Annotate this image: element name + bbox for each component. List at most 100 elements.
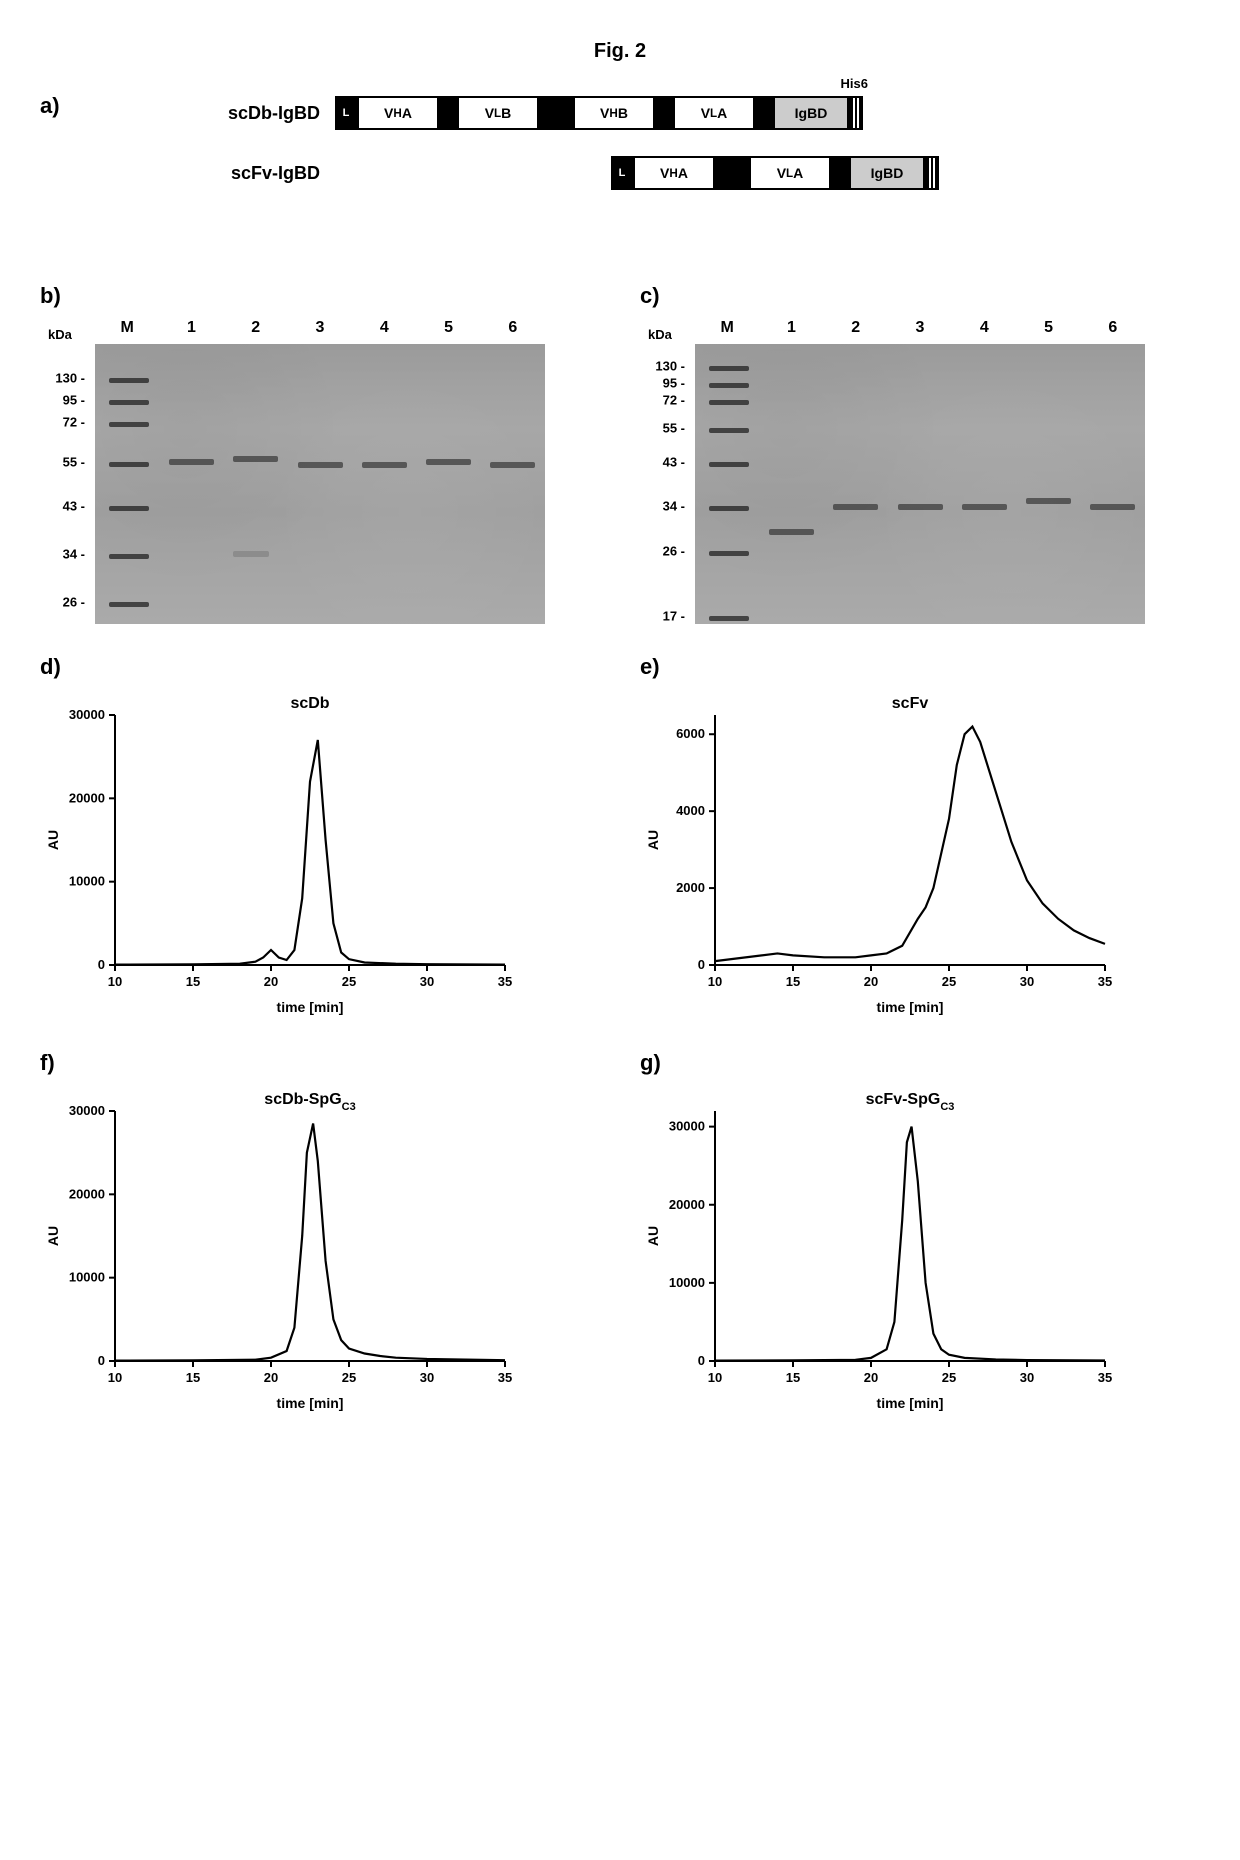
marker-band xyxy=(109,462,150,467)
marker-band xyxy=(109,554,150,559)
marker-label: 72 - xyxy=(663,393,685,408)
gel-band xyxy=(233,551,269,557)
construct-block: VHB xyxy=(573,96,655,130)
x-tick-label: 15 xyxy=(786,1370,800,1385)
x-axis-label: time [min] xyxy=(277,1395,344,1411)
marker-label: 72 - xyxy=(63,415,85,430)
construct-block: VLB xyxy=(457,96,539,130)
construct-label: scFv-IgBD xyxy=(160,163,335,184)
construct-block xyxy=(439,96,457,130)
x-tick-label: 20 xyxy=(264,974,278,989)
x-tick-label: 25 xyxy=(342,974,356,989)
lane-label: 1 xyxy=(759,319,823,337)
y-tick-label: 6000 xyxy=(676,726,705,741)
gel-band xyxy=(298,462,343,468)
marker-label: 17 - xyxy=(663,608,685,623)
y-tick-label: 30000 xyxy=(69,1103,105,1118)
x-tick-label: 10 xyxy=(708,1370,722,1385)
marker-label: 34 - xyxy=(663,499,685,514)
construct-diagram: His6LVHAVLBVHBVLAIgBD xyxy=(335,96,863,130)
chart-container: scFv-SpGC31015202530350100002000030000ti… xyxy=(640,1086,1120,1416)
construct-block: IgBD xyxy=(773,96,849,130)
x-tick-label: 20 xyxy=(864,974,878,989)
gel-band xyxy=(898,504,943,510)
x-tick-label: 20 xyxy=(264,1370,278,1385)
lane-label: 3 xyxy=(888,319,952,337)
marker-label: 34 - xyxy=(63,547,85,562)
marker-band xyxy=(709,462,750,467)
x-tick-label: 15 xyxy=(786,974,800,989)
construct-block xyxy=(849,96,863,130)
x-tick-label: 10 xyxy=(108,974,122,989)
lane-label: 1 xyxy=(159,319,223,337)
marker-band xyxy=(709,400,750,405)
chart-container: scDb1015202530350100002000030000time [mi… xyxy=(40,690,520,1020)
lane-label: M xyxy=(695,319,759,337)
construct-block: L xyxy=(611,156,633,190)
marker-band xyxy=(709,551,750,556)
marker-band xyxy=(709,428,750,433)
marker-band xyxy=(109,400,150,405)
gel-band xyxy=(1026,498,1071,504)
x-tick-label: 25 xyxy=(342,1370,356,1385)
chart-f: scDb-SpGC31015202530350100002000030000ti… xyxy=(40,1086,520,1416)
x-tick-label: 30 xyxy=(420,1370,434,1385)
construct-block xyxy=(655,96,673,130)
y-tick-label: 10000 xyxy=(669,1275,705,1290)
panel-a: scDb-IgBDHis6LVHAVLBVHBVLAIgBDscFv-IgBDL… xyxy=(120,93,939,213)
panel-f-label: f) xyxy=(40,1050,600,1076)
chart-trace xyxy=(115,740,505,965)
x-tick-label: 15 xyxy=(186,974,200,989)
panel-a-label: a) xyxy=(40,93,80,119)
chart-title: scFv xyxy=(892,695,929,712)
y-axis-label: AU xyxy=(45,1226,61,1246)
gel-band xyxy=(490,462,535,468)
chart-title: scDb-SpGC3 xyxy=(264,1091,355,1113)
construct-block: L xyxy=(335,96,357,130)
lane-label: 4 xyxy=(352,319,416,337)
x-tick-label: 35 xyxy=(1098,974,1112,989)
construct-block xyxy=(539,96,573,130)
marker-label: 26 - xyxy=(63,594,85,609)
gel-panel-c: kDaM123456130 -95 -72 -55 -43 -34 -26 -1… xyxy=(640,319,1200,624)
y-tick-label: 10000 xyxy=(69,874,105,889)
marker-band xyxy=(109,422,150,427)
construct-block: VHA xyxy=(633,156,715,190)
construct-block xyxy=(925,156,939,190)
gel-band xyxy=(962,504,1007,510)
x-tick-label: 25 xyxy=(942,974,956,989)
x-tick-label: 35 xyxy=(1098,1370,1112,1385)
construct-block: VLA xyxy=(749,156,831,190)
marker-label: 95 - xyxy=(63,393,85,408)
marker-band xyxy=(109,602,150,607)
gel-band xyxy=(769,529,814,535)
x-tick-label: 10 xyxy=(108,1370,122,1385)
marker-band xyxy=(709,616,750,621)
marker-label: 43 - xyxy=(663,454,685,469)
chart-d: scDb1015202530350100002000030000time [mi… xyxy=(40,690,520,1020)
y-axis-label: AU xyxy=(45,830,61,850)
y-tick-label: 0 xyxy=(98,1353,105,1368)
marker-label: 95 - xyxy=(663,376,685,391)
y-tick-label: 10000 xyxy=(69,1270,105,1285)
marker-band xyxy=(109,506,150,511)
his-label: His6 xyxy=(841,76,868,91)
marker-label: 130 - xyxy=(55,370,85,385)
panel-c-label: c) xyxy=(640,283,1200,309)
construct-block xyxy=(755,96,773,130)
marker-band xyxy=(709,366,750,371)
gel-band xyxy=(1090,504,1135,510)
y-tick-label: 20000 xyxy=(69,1186,105,1201)
lane-label: 2 xyxy=(824,319,888,337)
kda-label: kDa xyxy=(648,327,672,342)
x-axis-label: time [min] xyxy=(877,1395,944,1411)
gel-band xyxy=(169,459,214,465)
chart-trace xyxy=(115,1124,505,1361)
x-tick-label: 15 xyxy=(186,1370,200,1385)
y-tick-label: 20000 xyxy=(69,790,105,805)
gel-band xyxy=(233,456,278,462)
x-tick-label: 25 xyxy=(942,1370,956,1385)
panel-d-label: d) xyxy=(40,654,600,680)
lane-label: 3 xyxy=(288,319,352,337)
y-tick-label: 0 xyxy=(698,1353,705,1368)
